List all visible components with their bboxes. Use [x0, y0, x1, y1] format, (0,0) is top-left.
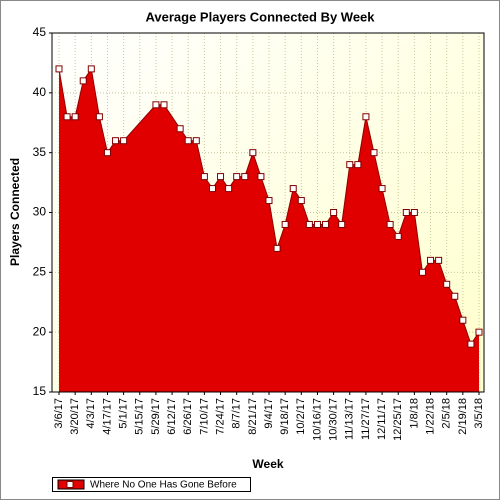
x-tick-label: 6/12/17	[166, 398, 178, 435]
marker	[467, 340, 475, 348]
y-tick-label: 40	[33, 85, 47, 99]
x-tick-label: 12/25/17	[392, 398, 404, 441]
marker	[346, 161, 354, 169]
y-tick-label: 45	[33, 25, 47, 39]
marker	[313, 220, 321, 228]
legend-label: Where No One Has Gone Before	[90, 480, 237, 491]
x-tick-label: 11/13/17	[344, 398, 356, 440]
marker	[435, 256, 443, 264]
marker	[370, 149, 378, 157]
marker	[394, 232, 402, 240]
marker	[451, 292, 459, 300]
x-tick-label: 12/11/17	[376, 398, 388, 440]
plot-border	[51, 32, 485, 393]
marker	[55, 65, 63, 73]
marker	[176, 125, 184, 133]
marker	[475, 328, 483, 336]
marker	[208, 185, 216, 193]
legend: Where No One Has Gone Before	[52, 477, 251, 492]
x-tick-label: 2/5/18	[441, 398, 453, 429]
chart-title: Average Players Connected By Week	[145, 9, 375, 24]
y-tick-label: 35	[33, 145, 47, 159]
marker	[338, 220, 346, 228]
x-tick-label: 4/17/17	[101, 398, 113, 435]
x-tick-label: 5/15/17	[134, 398, 146, 435]
x-tick-label: 8/7/17	[231, 398, 243, 429]
x-tick-label: 7/24/17	[214, 398, 226, 435]
x-tick-label: 4/3/17	[85, 398, 97, 429]
legend-box	[52, 477, 251, 492]
marker	[241, 173, 249, 181]
y-tick-label: 30	[33, 205, 47, 219]
marker	[63, 113, 71, 121]
marker	[103, 149, 111, 157]
x-tick-label: 3/20/17	[69, 398, 81, 435]
marker	[330, 209, 338, 216]
marker	[322, 220, 330, 228]
marker	[459, 316, 467, 324]
marker	[443, 280, 451, 288]
y-tick-label: 15	[33, 384, 47, 398]
marker	[281, 220, 289, 228]
x-tick-label: 9/4/17	[263, 398, 275, 429]
x-tick-label: 2/19/18	[457, 398, 469, 435]
marker	[305, 220, 313, 228]
x-tick-label: 7/10/17	[198, 398, 210, 435]
x-tick-label: 6/26/17	[182, 398, 194, 435]
x-tick-label: 10/30/17	[328, 398, 340, 441]
marker	[217, 173, 225, 181]
x-tick-label: 5/1/17	[118, 398, 130, 429]
marker	[257, 173, 265, 181]
marker	[402, 209, 410, 216]
marker	[184, 137, 192, 145]
marker	[200, 173, 208, 181]
x-tick-label: 1/8/18	[408, 398, 420, 429]
x-tick-label: 3/5/18	[473, 398, 485, 429]
marker	[249, 149, 257, 157]
x-tick-label: 5/29/17	[150, 398, 162, 435]
marker	[362, 113, 370, 121]
marker	[95, 113, 103, 121]
y-tick-label: 20	[33, 324, 47, 338]
marker	[79, 77, 87, 85]
y-tick-label: 25	[33, 265, 47, 279]
x-tick-label: 10/16/17	[311, 398, 323, 441]
marker	[427, 256, 435, 264]
marker	[71, 113, 79, 121]
marker	[120, 137, 128, 145]
marker	[289, 185, 297, 193]
marker	[225, 185, 233, 193]
legend-marker	[66, 481, 74, 488]
marker	[233, 173, 241, 181]
marker	[152, 101, 160, 109]
x-tick-label: 9/18/17	[279, 398, 291, 435]
y-axis-title: Players Connected	[8, 158, 22, 266]
marker	[273, 244, 281, 252]
x-tick-label: 1/22/18	[424, 398, 436, 435]
x-axis-title: Week	[252, 457, 283, 471]
marker	[378, 185, 386, 193]
x-tick-label: 10/2/17	[295, 398, 307, 435]
marker	[418, 268, 426, 276]
marker	[160, 101, 168, 109]
marker	[265, 197, 273, 205]
marker	[87, 65, 95, 73]
x-tick-label: 8/21/17	[247, 398, 259, 435]
marker	[386, 220, 394, 228]
marker	[112, 137, 120, 145]
marker	[297, 197, 305, 205]
x-tick-label: 11/27/17	[360, 398, 372, 440]
marker	[192, 137, 200, 145]
marker	[410, 209, 418, 216]
x-tick-label: 3/6/17	[53, 398, 65, 429]
area	[59, 68, 479, 393]
marker	[354, 161, 362, 169]
